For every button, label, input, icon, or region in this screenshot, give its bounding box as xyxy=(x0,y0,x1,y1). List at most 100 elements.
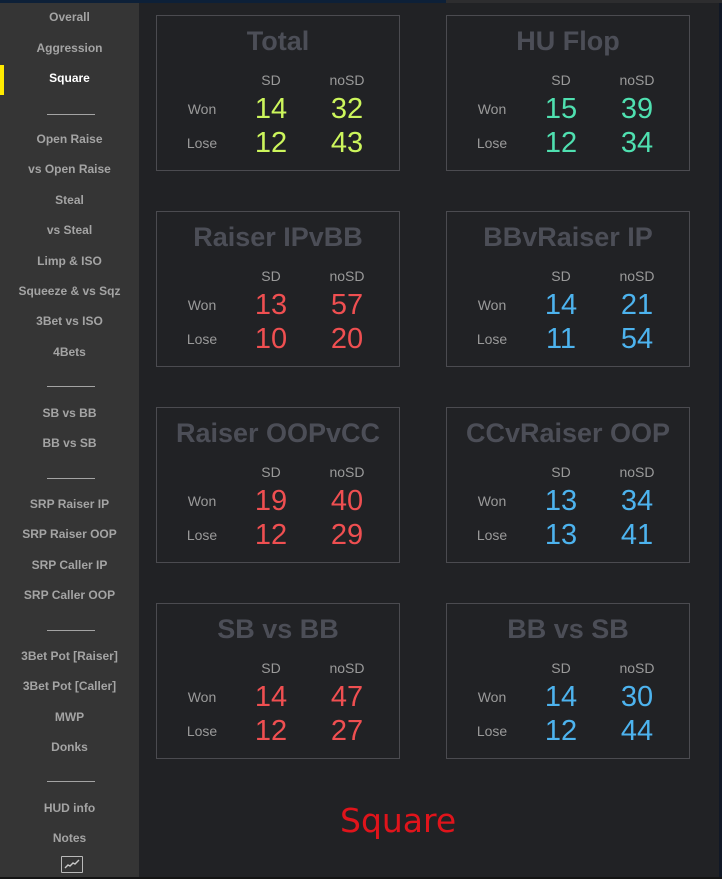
lose-nosd-value: 27 xyxy=(330,715,364,747)
column-header-nosd: noSD xyxy=(619,72,655,88)
card-title: Total xyxy=(246,26,310,56)
sidebar-item-mwp[interactable]: MWP xyxy=(54,710,85,724)
row-label-lose: Lose xyxy=(476,723,508,739)
lose-sd-value: 11 xyxy=(545,323,577,355)
won-sd-value: 13 xyxy=(254,289,288,321)
stats-panel: Total SD noSD Won Lose 14 32 12 43 HU Fl… xyxy=(139,3,719,877)
column-header-sd: SD xyxy=(551,660,571,676)
sidebar-item-vs-open-raise[interactable]: vs Open Raise xyxy=(28,162,111,176)
column-header-sd: SD xyxy=(261,268,281,284)
sidebar-item-bb-vs-sb[interactable]: BB vs SB xyxy=(42,436,97,450)
won-nosd-value: 40 xyxy=(330,485,364,517)
card-title: Raiser IPvBB xyxy=(193,222,363,252)
card-title: HU Flop xyxy=(516,26,620,56)
stat-card-cc-vs-raiser-oop: CCvRaiser OOP SD noSD Won Lose 13 34 13 … xyxy=(446,407,690,563)
column-header-nosd: noSD xyxy=(619,464,655,480)
won-nosd-value: 34 xyxy=(620,485,654,517)
stat-card-bb-vs-sb: BB vs SB SD noSD Won Lose 14 30 12 44 xyxy=(446,603,690,759)
won-sd-value: 14 xyxy=(544,681,578,713)
stat-card-raiser-oop-vs-cc: Raiser OOPvCC SD noSD Won Lose 19 40 12 … xyxy=(156,407,400,563)
stat-card-hu-flop: HU Flop SD noSD Won Lose 15 39 12 34 xyxy=(446,15,690,171)
sidebar-divider xyxy=(47,114,95,115)
row-label-won: Won xyxy=(477,689,507,705)
lose-sd-value: 12 xyxy=(254,127,288,159)
sidebar-item-aggression[interactable]: Aggression xyxy=(36,41,103,55)
column-header-sd: SD xyxy=(551,72,571,88)
won-nosd-value: 39 xyxy=(620,93,654,125)
sidebar-item-3bet-pot-raiser[interactable]: 3Bet Pot [Raiser] xyxy=(21,649,118,663)
lose-nosd-value: 41 xyxy=(620,519,654,551)
sidebar-item-notes[interactable]: Notes xyxy=(52,831,87,845)
sidebar-item-3bet-vs-iso[interactable]: 3Bet vs ISO xyxy=(36,314,103,328)
row-label-lose: Lose xyxy=(186,527,218,543)
card-title: BB vs SB xyxy=(507,614,629,644)
row-label-won: Won xyxy=(187,101,217,117)
sidebar-item-overall[interactable]: Overall xyxy=(49,10,90,24)
sidebar-divider xyxy=(47,386,95,387)
row-label-lose: Lose xyxy=(476,135,508,151)
card-title: Raiser OOPvCC xyxy=(175,418,381,448)
won-nosd-value: 32 xyxy=(330,93,364,125)
row-label-won: Won xyxy=(477,493,507,509)
sidebar-item-hud-info[interactable]: HUD info xyxy=(43,801,96,815)
won-nosd-value: 30 xyxy=(620,681,654,713)
stat-card-sb-vs-bb: SB vs BB SD noSD Won Lose 14 47 12 27 xyxy=(156,603,400,759)
top-strip xyxy=(0,0,722,3)
section-label: Square xyxy=(340,801,457,840)
sidebar-item-4bets[interactable]: 4Bets xyxy=(53,345,86,359)
sidebar-divider xyxy=(47,781,95,782)
top-strip-right xyxy=(446,0,722,3)
sidebar-item-srp-raiser-ip[interactable]: SRP Raiser IP xyxy=(29,497,110,511)
sidebar-item-open-raise[interactable]: Open Raise xyxy=(36,132,103,146)
sidebar-item-steal[interactable]: Steal xyxy=(55,193,84,207)
won-nosd-value: 47 xyxy=(330,681,364,713)
column-header-nosd: noSD xyxy=(619,660,655,676)
lose-nosd-value: 34 xyxy=(620,127,654,159)
column-header-sd: SD xyxy=(551,464,571,480)
column-header-nosd: noSD xyxy=(329,268,365,284)
row-label-lose: Lose xyxy=(186,723,218,739)
won-sd-value: 14 xyxy=(544,289,578,321)
column-header-sd: SD xyxy=(261,464,281,480)
row-label-lose: Lose xyxy=(476,527,508,543)
sidebar-item-vs-steal[interactable]: vs Steal xyxy=(46,223,93,237)
column-header-sd: SD xyxy=(551,268,571,284)
sidebar-item-donks[interactable]: Donks xyxy=(51,740,88,754)
won-sd-value: 13 xyxy=(544,485,578,517)
stat-card-total: Total SD noSD Won Lose 14 32 12 43 xyxy=(156,15,400,171)
won-nosd-value: 57 xyxy=(330,289,364,321)
lose-nosd-value: 20 xyxy=(330,323,364,355)
row-label-won: Won xyxy=(477,101,507,117)
lose-sd-value: 13 xyxy=(544,519,578,551)
column-header-sd: SD xyxy=(261,72,281,88)
card-title: SB vs BB xyxy=(217,614,339,644)
won-sd-value: 14 xyxy=(254,93,288,125)
sidebar-item-limp-iso[interactable]: Limp & ISO xyxy=(37,254,102,268)
line-chart-icon xyxy=(64,859,80,869)
column-header-sd: SD xyxy=(261,660,281,676)
lose-nosd-value: 43 xyxy=(330,127,364,159)
sidebar-item-sb-vs-bb[interactable]: SB vs BB xyxy=(42,406,97,420)
row-label-lose: Lose xyxy=(476,331,508,347)
column-header-nosd: noSD xyxy=(329,464,365,480)
right-edge xyxy=(719,3,722,877)
sidebar-item-srp-raiser-oop[interactable]: SRP Raiser OOP xyxy=(22,527,117,541)
column-header-nosd: noSD xyxy=(329,72,365,88)
chart-button[interactable] xyxy=(61,856,83,873)
card-title: CCvRaiser OOP xyxy=(465,418,671,448)
lose-sd-value: 12 xyxy=(254,519,288,551)
stat-card-bb-vs-raiser-ip: BBvRaiser IP SD noSD Won Lose 14 21 11 5… xyxy=(446,211,690,367)
sidebar-nav: Overall Aggression Square Open Raise vs … xyxy=(0,3,139,877)
sidebar-item-srp-caller-ip[interactable]: SRP Caller IP xyxy=(31,558,108,572)
sidebar-item-srp-caller-oop[interactable]: SRP Caller OOP xyxy=(23,588,116,602)
sidebar-divider xyxy=(47,630,95,631)
won-sd-value: 15 xyxy=(544,93,578,125)
sidebar-item-3bet-pot-caller[interactable]: 3Bet Pot [Caller] xyxy=(22,679,117,693)
card-title: BBvRaiser IP xyxy=(483,222,653,252)
lose-nosd-value: 29 xyxy=(330,519,364,551)
sidebar-divider xyxy=(47,478,95,479)
won-nosd-value: 21 xyxy=(620,289,654,321)
sidebar-item-square[interactable]: Square xyxy=(49,71,90,85)
sidebar-item-squeeze[interactable]: Squeeze & vs Sqz xyxy=(18,284,121,298)
row-label-lose: Lose xyxy=(186,135,218,151)
